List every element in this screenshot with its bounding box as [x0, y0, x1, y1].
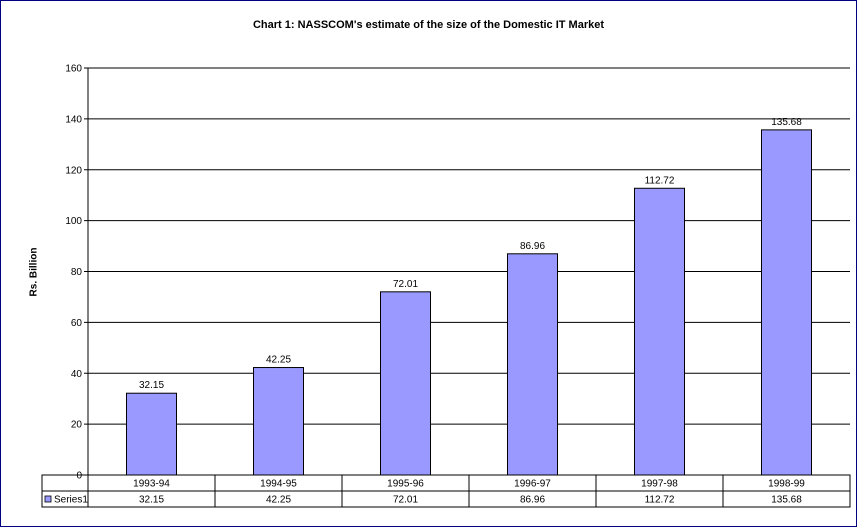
data-table: 1993-94 32.15 1994-95 42.25 1995-96 72.01 1996…: [41, 474, 851, 508]
data-label: 32.15: [139, 380, 164, 391]
y-tick-label: 0: [76, 471, 82, 482]
table-value: 42.25: [266, 495, 291, 506]
data-label: 72.01: [393, 279, 418, 290]
bar: [634, 187, 685, 476]
table-value: 86.96: [520, 495, 545, 506]
bar: [761, 129, 812, 476]
y-tick-label: 20: [71, 420, 83, 431]
bar: [380, 291, 431, 476]
table-value: 72.01: [393, 495, 418, 506]
gridlines: [88, 67, 850, 425]
data-label: 135.68: [771, 117, 802, 128]
y-tick-label: 160: [65, 64, 82, 75]
x-tick-label: 1993-94: [133, 479, 170, 490]
y-tick-label: 100: [65, 216, 82, 227]
x-tick-label: 1996-97: [514, 479, 551, 490]
table-value: 32.15: [139, 495, 164, 506]
data-labels: 32.15 42.25 72.01 86.96 112.72 135.68: [139, 117, 802, 391]
legend-swatch: [44, 495, 52, 503]
legend-series-name: Series1: [54, 495, 88, 506]
table-value: 112.72: [645, 495, 675, 506]
axes: [84, 67, 89, 476]
x-tick-label: 1998-99: [768, 479, 805, 490]
y-tick-label: 60: [71, 318, 83, 329]
chart-title: Chart 1: NASSCOM's estimate of the size …: [252, 19, 605, 31]
y-tick-labels: 0 20 40 60 80 100 120 140 160: [65, 64, 82, 482]
data-label: 42.25: [266, 355, 291, 366]
data-label: 86.96: [520, 241, 545, 252]
table-value: 135.68: [771, 495, 802, 506]
bar: [253, 367, 304, 476]
y-tick-label: 120: [65, 165, 82, 176]
x-tick-label: 1995-96: [387, 479, 424, 490]
bars: [126, 129, 812, 476]
y-tick-label: 80: [71, 267, 83, 278]
bar: [126, 392, 177, 476]
x-tick-label: 1994-95: [260, 479, 297, 490]
y-tick-label: 140: [65, 114, 82, 125]
y-tick-label: 40: [71, 369, 83, 380]
data-label: 112.72: [645, 175, 675, 186]
x-tick-label: 1997-98: [641, 479, 678, 490]
bar: [507, 253, 558, 476]
